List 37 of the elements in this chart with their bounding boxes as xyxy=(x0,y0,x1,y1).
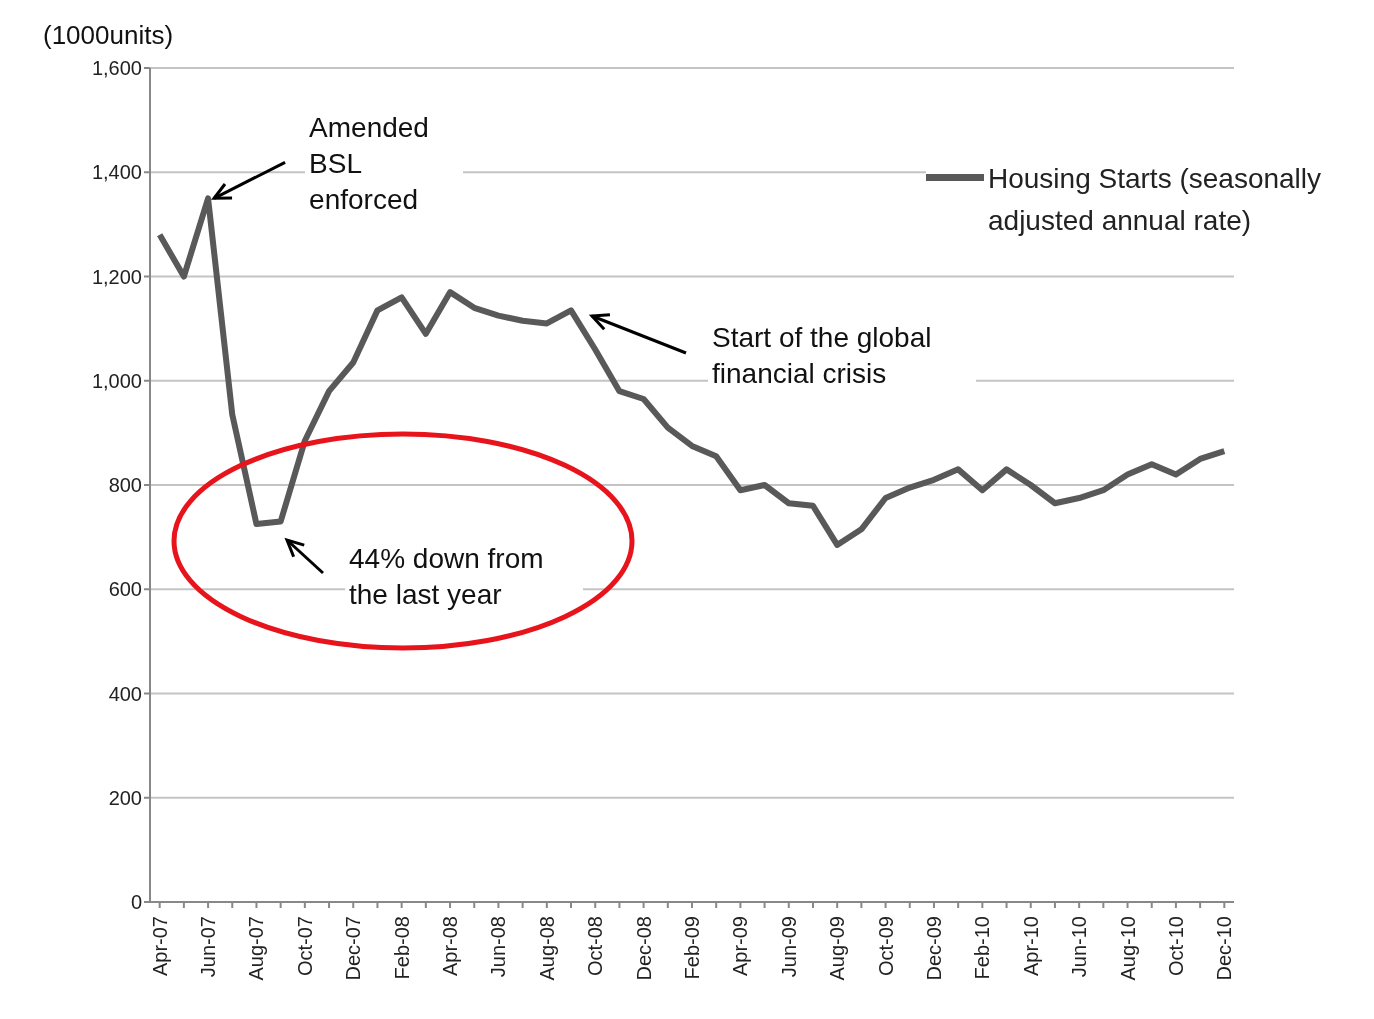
x-tick-label: Oct-09 xyxy=(874,916,897,977)
y-tick-label: 1,000 xyxy=(91,369,142,392)
x-tick-label: Feb-08 xyxy=(390,916,413,980)
y-tick-label: 0 xyxy=(130,891,142,914)
x-tick-label: Jun-08 xyxy=(487,916,510,978)
x-tick-label: Apr-10 xyxy=(1019,916,1042,977)
annotation: 44% down from the last year xyxy=(345,541,583,613)
y-tick-label: 800 xyxy=(108,474,142,497)
y-tick-label: 1,200 xyxy=(91,265,142,288)
x-tick-label: Oct-10 xyxy=(1164,916,1187,977)
x-tick-label: Jun-10 xyxy=(1068,916,1091,978)
x-tick-label: Aug-08 xyxy=(535,916,558,981)
annotation: Amended BSL enforced xyxy=(305,110,464,219)
x-tick-label: Oct-07 xyxy=(293,916,316,977)
x-tick-label: Feb-10 xyxy=(971,916,994,980)
x-tick-label: Dec-09 xyxy=(922,916,945,981)
x-tick-label: Jun-09 xyxy=(777,916,800,978)
y-tick-label: 600 xyxy=(108,578,142,601)
x-tick-label: Apr-09 xyxy=(729,916,752,977)
x-tick-label: Aug-10 xyxy=(1116,916,1139,981)
x-tick-label: Apr-07 xyxy=(148,916,171,977)
x-tick-label: Aug-09 xyxy=(826,916,849,981)
annotation: Start of the global financial crisis xyxy=(708,320,976,392)
x-tick-label: Apr-08 xyxy=(439,916,462,977)
x-tick-label: Feb-09 xyxy=(681,916,703,980)
y-tick-label: 400 xyxy=(108,682,142,705)
y-axis-title: (1000units) xyxy=(43,20,174,51)
y-tick-label: 1,600 xyxy=(91,57,142,80)
x-tick-label: Oct-08 xyxy=(584,916,607,977)
x-tick-label: Aug-07 xyxy=(245,916,268,981)
x-tick-label: Dec-10 xyxy=(1213,916,1236,981)
x-tick-label: Jun-07 xyxy=(197,916,220,978)
y-tick-label: 1,400 xyxy=(91,161,142,184)
legend-label: Housing Starts (seasonally adjusted annual rate) xyxy=(988,162,1323,238)
y-tick-label: 200 xyxy=(108,786,142,809)
x-tick-label: Dec-07 xyxy=(342,916,365,981)
x-tick-label: Dec-08 xyxy=(632,916,655,981)
